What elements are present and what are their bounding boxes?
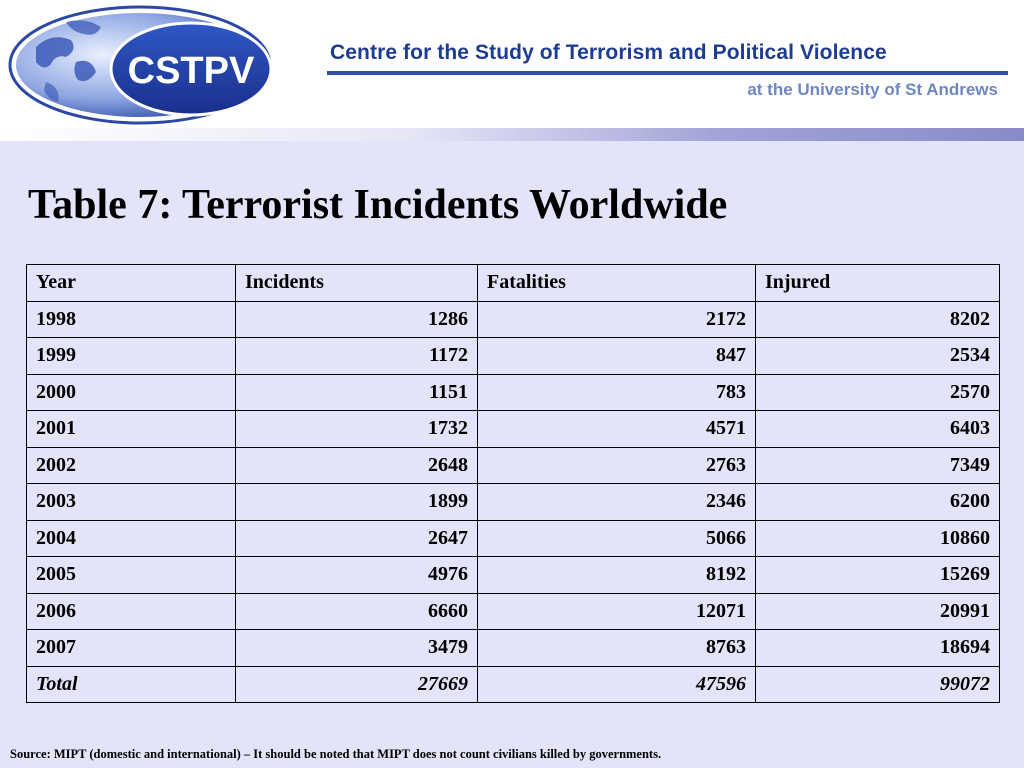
value-cell: 47596 — [477, 665, 756, 703]
header: CSTPV Centre for the Study of Terrorism … — [0, 0, 1024, 138]
value-cell: 1172 — [235, 337, 478, 375]
source-note: Source: MIPT (domestic and international… — [10, 747, 662, 761]
value-cell: 2570 — [755, 373, 1000, 411]
value-cell: 4571 — [477, 410, 756, 448]
value-cell: 2534 — [755, 337, 1000, 375]
value-cell: 1732 — [235, 410, 478, 448]
value-cell: 7349 — [755, 446, 1000, 484]
value-cell: 6200 — [755, 483, 1000, 521]
value-cell: 12071 — [477, 592, 756, 630]
table-row: 2005 4976 8192 15269 — [26, 556, 1000, 594]
value-cell: 99072 — [755, 665, 1000, 703]
value-cell: 783 — [477, 373, 756, 411]
year-cell: 2001 — [26, 410, 236, 448]
table-row: 2003 1899 2346 6200 — [26, 483, 1000, 521]
value-cell: 8763 — [477, 629, 756, 667]
value-cell: 10860 — [755, 519, 1000, 557]
year-cell: 2003 — [26, 483, 236, 521]
value-cell: 2647 — [235, 519, 478, 557]
value-cell: 20991 — [755, 592, 1000, 630]
value-cell: 1899 — [235, 483, 478, 521]
value-cell: 6403 — [755, 410, 1000, 448]
incidents-table: Year Incidents Fatalities Injured 1998 12… — [26, 264, 1000, 703]
page-title: Table 7: Terrorist Incidents Worldwide — [28, 182, 728, 228]
value-cell: 2172 — [477, 300, 756, 338]
value-cell: 18694 — [755, 629, 1000, 667]
column-header: Year — [26, 264, 236, 302]
table-row: 2007 3479 8763 18694 — [26, 629, 1000, 667]
value-cell: 5066 — [477, 519, 756, 557]
year-cell: 2007 — [26, 629, 236, 667]
table-row: 2001 1732 4571 6403 — [26, 410, 1000, 448]
year-cell: 2000 — [26, 373, 236, 411]
year-cell: 2006 — [26, 592, 236, 630]
table-row: 1998 1286 2172 8202 — [26, 300, 1000, 338]
cstpv-logo-icon: CSTPV — [8, 5, 273, 125]
org-subtitle: at the University of St Andrews — [747, 80, 998, 99]
value-cell: 8192 — [477, 556, 756, 594]
year-cell: 2004 — [26, 519, 236, 557]
value-cell: 4976 — [235, 556, 478, 594]
year-cell: Total — [26, 665, 236, 703]
header-divider — [0, 128, 1024, 141]
value-cell: 1151 — [235, 373, 478, 411]
table-row: 2000 1151 783 2570 — [26, 373, 1000, 411]
year-cell: 2002 — [26, 446, 236, 484]
value-cell: 2763 — [477, 446, 756, 484]
value-cell: 1286 — [235, 300, 478, 338]
column-header: Injured — [755, 264, 1000, 302]
year-cell: 1999 — [26, 337, 236, 375]
value-cell: 2648 — [235, 446, 478, 484]
value-cell: 2346 — [477, 483, 756, 521]
value-cell: 847 — [477, 337, 756, 375]
column-header: Incidents — [235, 264, 478, 302]
value-cell: 8202 — [755, 300, 1000, 338]
value-cell: 27669 — [235, 665, 478, 703]
value-cell: 6660 — [235, 592, 478, 630]
year-cell: 2005 — [26, 556, 236, 594]
year-cell: 1998 — [26, 300, 236, 338]
table-body: 1998 1286 2172 8202 1999 1172 847 2534 2000 1151 7… — [26, 300, 1000, 703]
value-cell: 3479 — [235, 629, 478, 667]
total-row: Total 27669 47596 99072 — [26, 665, 1000, 703]
column-header: Fatalities — [477, 264, 756, 302]
table-header-row: Year Incidents Fatalities Injured — [26, 264, 1000, 302]
logo-text: CSTPV — [128, 50, 255, 92]
org-name: Centre for the Study of Terrorism and Po… — [330, 41, 887, 64]
table-row: 2004 2647 5066 10860 — [26, 519, 1000, 557]
table-row: 2006 6660 12071 20991 — [26, 592, 1000, 630]
value-cell: 15269 — [755, 556, 1000, 594]
org-rule — [327, 71, 1008, 75]
table-row: 1999 1172 847 2534 — [26, 337, 1000, 375]
table-row: 2002 2648 2763 7349 — [26, 446, 1000, 484]
